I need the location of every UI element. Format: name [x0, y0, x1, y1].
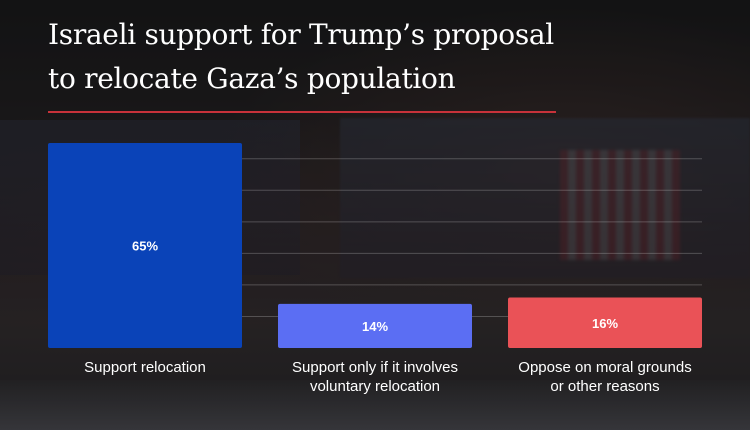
bar-0: [48, 143, 242, 348]
bars: [48, 143, 702, 348]
bar-value-label-1: 14%: [362, 319, 388, 334]
chart-title-line-1: Israeli support for Trump’s proposal: [48, 18, 554, 51]
category-label-1-line-1: voluntary relocation: [309, 378, 441, 395]
chart-title: Israeli support for Trump’s proposal to …: [48, 13, 608, 101]
category-label-2-line-1: or other reasons: [550, 378, 660, 395]
bar-1: [278, 303, 472, 348]
category-label-2: Oppose on moral grounds or other reasons: [495, 358, 715, 396]
category-label-1-line-0: Support only if it involves: [292, 359, 458, 376]
title-underline: [48, 111, 556, 113]
grid-lines: [240, 158, 702, 317]
bar-value-label-2: 16%: [592, 316, 618, 331]
bar-value-labels: 65% 14% 16%: [132, 239, 618, 334]
background-billboard: [340, 118, 750, 278]
category-label-0: Support relocation: [35, 358, 255, 377]
bar-value-label-0: 65%: [132, 239, 158, 254]
bar-2: [508, 297, 702, 348]
category-label-1: Support only if it involves voluntary rel…: [265, 358, 485, 396]
chart-title-line-2: to relocate Gaza’s population: [48, 62, 456, 95]
background-flag: [560, 150, 680, 260]
background-floor: [0, 380, 750, 430]
category-label-0-line-0: Support relocation: [84, 359, 206, 376]
category-label-2-line-0: Oppose on moral grounds: [518, 359, 692, 376]
